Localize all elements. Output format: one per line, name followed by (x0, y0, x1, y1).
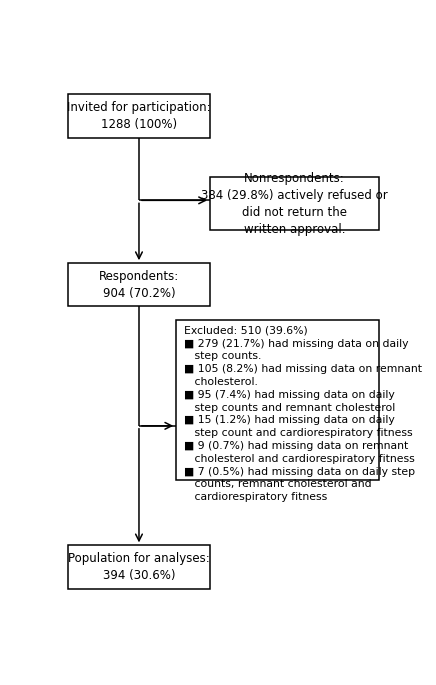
Text: Invited for participation:
1288 (100%): Invited for participation: 1288 (100%) (67, 101, 211, 131)
Text: Excluded: 510 (39.6%)
■ 279 (21.7%) had missing data on daily
   step counts.
■ : Excluded: 510 (39.6%) ■ 279 (21.7%) had … (184, 326, 422, 502)
Bar (176, 319, 379, 480)
Text: Nonrespondents:
384 (29.8%) actively refused or
did not return the
written appro: Nonrespondents: 384 (29.8%) actively ref… (201, 171, 388, 236)
Text: Population for analyses:
394 (30.6%): Population for analyses: 394 (30.6%) (68, 552, 210, 582)
Bar (68, 95, 210, 138)
Text: Respondents:
904 (70.2%): Respondents: 904 (70.2%) (99, 270, 179, 300)
Bar (68, 545, 210, 588)
Bar (68, 263, 210, 306)
Bar (210, 177, 379, 230)
